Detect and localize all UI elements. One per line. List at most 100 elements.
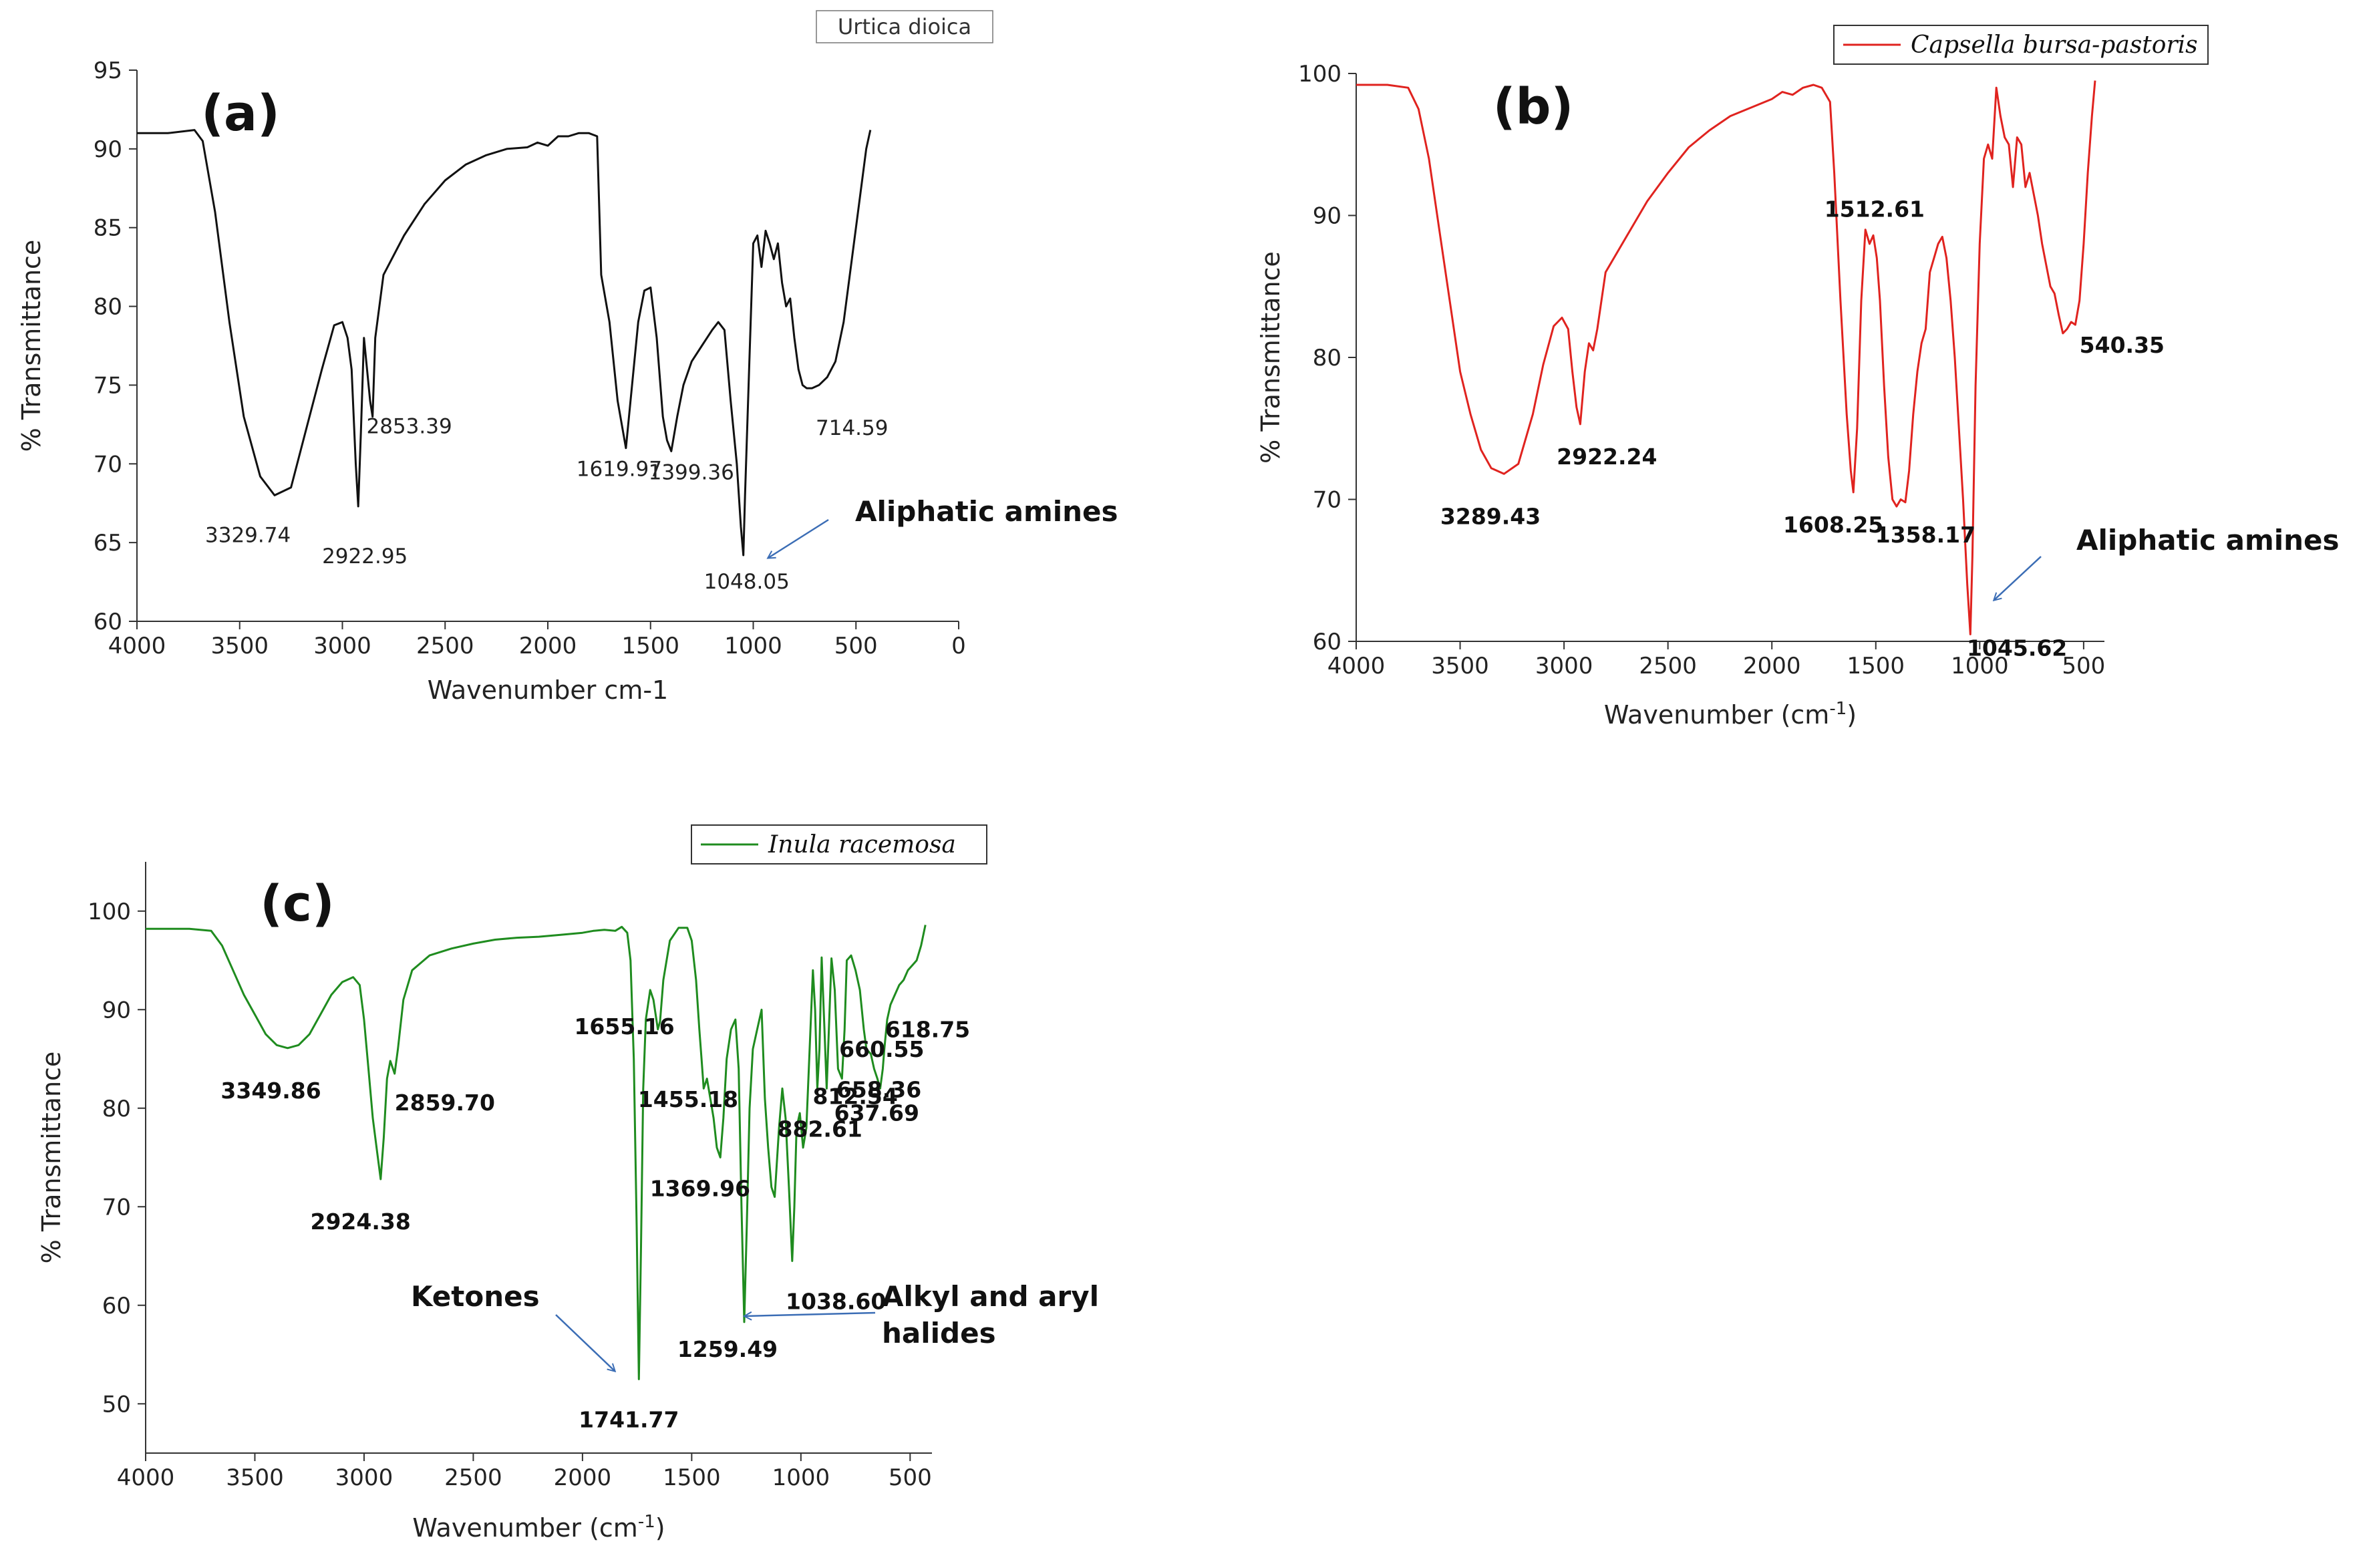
spectrum-line-b bbox=[1356, 80, 2096, 635]
peak-label: 714.59 bbox=[816, 416, 888, 440]
x-tick-label: 3000 bbox=[1535, 653, 1593, 679]
annotation-label: Ketones bbox=[411, 1280, 540, 1313]
panel-label: (a) bbox=[201, 85, 280, 142]
peak-label: 637.69 bbox=[834, 1100, 919, 1126]
panel-label: (b) bbox=[1493, 78, 1574, 136]
x-tick-label: 3500 bbox=[226, 1464, 284, 1491]
panel-c-chart: 4000 3500 3000 2500 2000 1500 1000 500 50 60 70 80 9… bbox=[37, 824, 1099, 1543]
x-axis-title-superscript: -1 bbox=[1829, 699, 1847, 719]
peak-label: 660.55 bbox=[839, 1036, 924, 1062]
peak-label: 2922.95 bbox=[322, 544, 408, 569]
legend-label: Urtica dioica bbox=[838, 14, 971, 39]
annotation-arrow bbox=[745, 1313, 876, 1316]
y-tick-label: 50 bbox=[102, 1391, 131, 1418]
x-tick-label: 2000 bbox=[1743, 653, 1801, 679]
x-axis-title-main: Wavenumber (cm bbox=[412, 1513, 637, 1543]
peak-label: 540.35 bbox=[2080, 332, 2165, 358]
x-tick-label: 1000 bbox=[724, 633, 782, 659]
y-axis-title: % Transmittance bbox=[17, 240, 46, 452]
x-tick-label: 3500 bbox=[1431, 653, 1489, 679]
x-tick-label: 500 bbox=[2062, 653, 2105, 679]
y-axis-title: % Transmittance bbox=[1256, 251, 1285, 464]
peak-label: 1741.77 bbox=[579, 1406, 679, 1432]
spectrum-line-a bbox=[137, 129, 872, 557]
x-tick-label: 2500 bbox=[416, 633, 474, 659]
peak-label: 1369.96 bbox=[650, 1176, 750, 1202]
legend-box bbox=[816, 10, 993, 43]
peak-label: 3289.43 bbox=[1440, 503, 1541, 529]
x-tick-label: 0 bbox=[951, 633, 966, 659]
y-tick-label: 90 bbox=[102, 997, 131, 1024]
annotation-label: Aliphatic amines bbox=[2076, 524, 2339, 557]
y-axis-title: % Transmittance bbox=[37, 1052, 66, 1264]
annotation-arrow bbox=[555, 1314, 615, 1371]
peak-label: 1619.97 bbox=[577, 458, 662, 482]
panel-b-chart: 4000 3500 3000 2500 2000 1500 1000 500 60 70 80 90 1… bbox=[1256, 25, 2339, 730]
annotation-arrow bbox=[768, 518, 829, 558]
x-tick-label: 3500 bbox=[210, 633, 269, 659]
y-tick-label: 80 bbox=[102, 1096, 131, 1122]
x-axis-title-end: ) bbox=[655, 1513, 665, 1543]
x-axis-title-main: Wavenumber (cm bbox=[1604, 700, 1829, 730]
x-tick-label: 2000 bbox=[554, 1464, 612, 1491]
peak-label: 2853.39 bbox=[366, 415, 452, 439]
y-tick-label: 60 bbox=[94, 609, 122, 635]
legend-label: Capsella bursa-pastoris bbox=[1911, 31, 2198, 59]
peak-label: 1048.05 bbox=[704, 570, 790, 594]
legend-box bbox=[691, 824, 987, 865]
x-axis-title: Wavenumber (cm-1) bbox=[1604, 699, 1857, 730]
y-tick-label: 100 bbox=[88, 899, 131, 925]
y-tick-label: 80 bbox=[94, 294, 122, 321]
annotation-arrow bbox=[1994, 556, 2042, 600]
x-tick-label: 4000 bbox=[117, 1464, 175, 1491]
peak-label: 3329.74 bbox=[205, 523, 291, 547]
x-tick-label: 1500 bbox=[1847, 653, 1905, 679]
peak-label: 2859.70 bbox=[395, 1090, 495, 1116]
x-axis-title: Wavenumber (cm-1) bbox=[412, 1512, 665, 1543]
x-tick-label: 4000 bbox=[108, 633, 166, 659]
y-tick-label: 70 bbox=[1313, 487, 1341, 514]
y-tick-label: 90 bbox=[1313, 203, 1341, 230]
peak-label: 618.75 bbox=[885, 1016, 970, 1042]
peak-label: 2922.24 bbox=[1557, 444, 1657, 470]
peak-label: 3349.86 bbox=[220, 1078, 321, 1104]
spectrum-line-c bbox=[146, 925, 927, 1380]
y-tick-label: 60 bbox=[102, 1293, 131, 1319]
x-tick-label: 2500 bbox=[1639, 653, 1697, 679]
x-tick-label: 3000 bbox=[335, 1464, 393, 1491]
x-axis-title-end: ) bbox=[1847, 700, 1857, 730]
peak-label: 1655.16 bbox=[574, 1013, 674, 1040]
peak-label: 2924.38 bbox=[311, 1209, 411, 1235]
y-tick-label: 65 bbox=[94, 530, 122, 557]
x-axis-title-superscript: -1 bbox=[638, 1512, 655, 1532]
legend-label: Inula racemosa bbox=[768, 831, 956, 858]
peak-label: 1455.18 bbox=[638, 1086, 738, 1112]
y-tick-label: 70 bbox=[102, 1194, 131, 1221]
peak-label: 1399.36 bbox=[649, 460, 734, 484]
y-tick-label: 85 bbox=[94, 215, 122, 242]
y-tick-label: 60 bbox=[1313, 629, 1341, 655]
y-tick-label: 90 bbox=[94, 136, 122, 163]
y-tick-label: 70 bbox=[94, 451, 122, 478]
x-tick-label: 1500 bbox=[663, 1464, 721, 1491]
x-tick-label: 500 bbox=[834, 633, 878, 659]
x-tick-label: 3000 bbox=[313, 633, 371, 659]
panel-a-chart: 4000 3500 3000 2500 2000 1500 1000 500 0 60 65 70 75… bbox=[17, 10, 1118, 705]
x-tick-label: 2000 bbox=[519, 633, 577, 659]
x-tick-label: 4000 bbox=[1327, 653, 1386, 679]
annotation-label: halides bbox=[882, 1317, 996, 1350]
peak-label: 882.61 bbox=[778, 1116, 862, 1142]
peak-label: 1512.61 bbox=[1825, 196, 1925, 222]
peak-label: 1038.60 bbox=[786, 1288, 886, 1314]
panel-label: (c) bbox=[260, 875, 335, 933]
x-tick-label: 500 bbox=[889, 1464, 932, 1491]
y-tick-label: 95 bbox=[94, 57, 122, 84]
peak-label: 1608.25 bbox=[1783, 512, 1883, 538]
y-tick-label: 100 bbox=[1298, 61, 1341, 88]
x-tick-label: 2500 bbox=[444, 1464, 502, 1491]
peak-label: 1259.49 bbox=[677, 1336, 778, 1362]
peak-label: 1045.62 bbox=[1967, 635, 2067, 661]
y-tick-label: 80 bbox=[1313, 345, 1341, 371]
peak-label: 658.36 bbox=[836, 1077, 921, 1103]
